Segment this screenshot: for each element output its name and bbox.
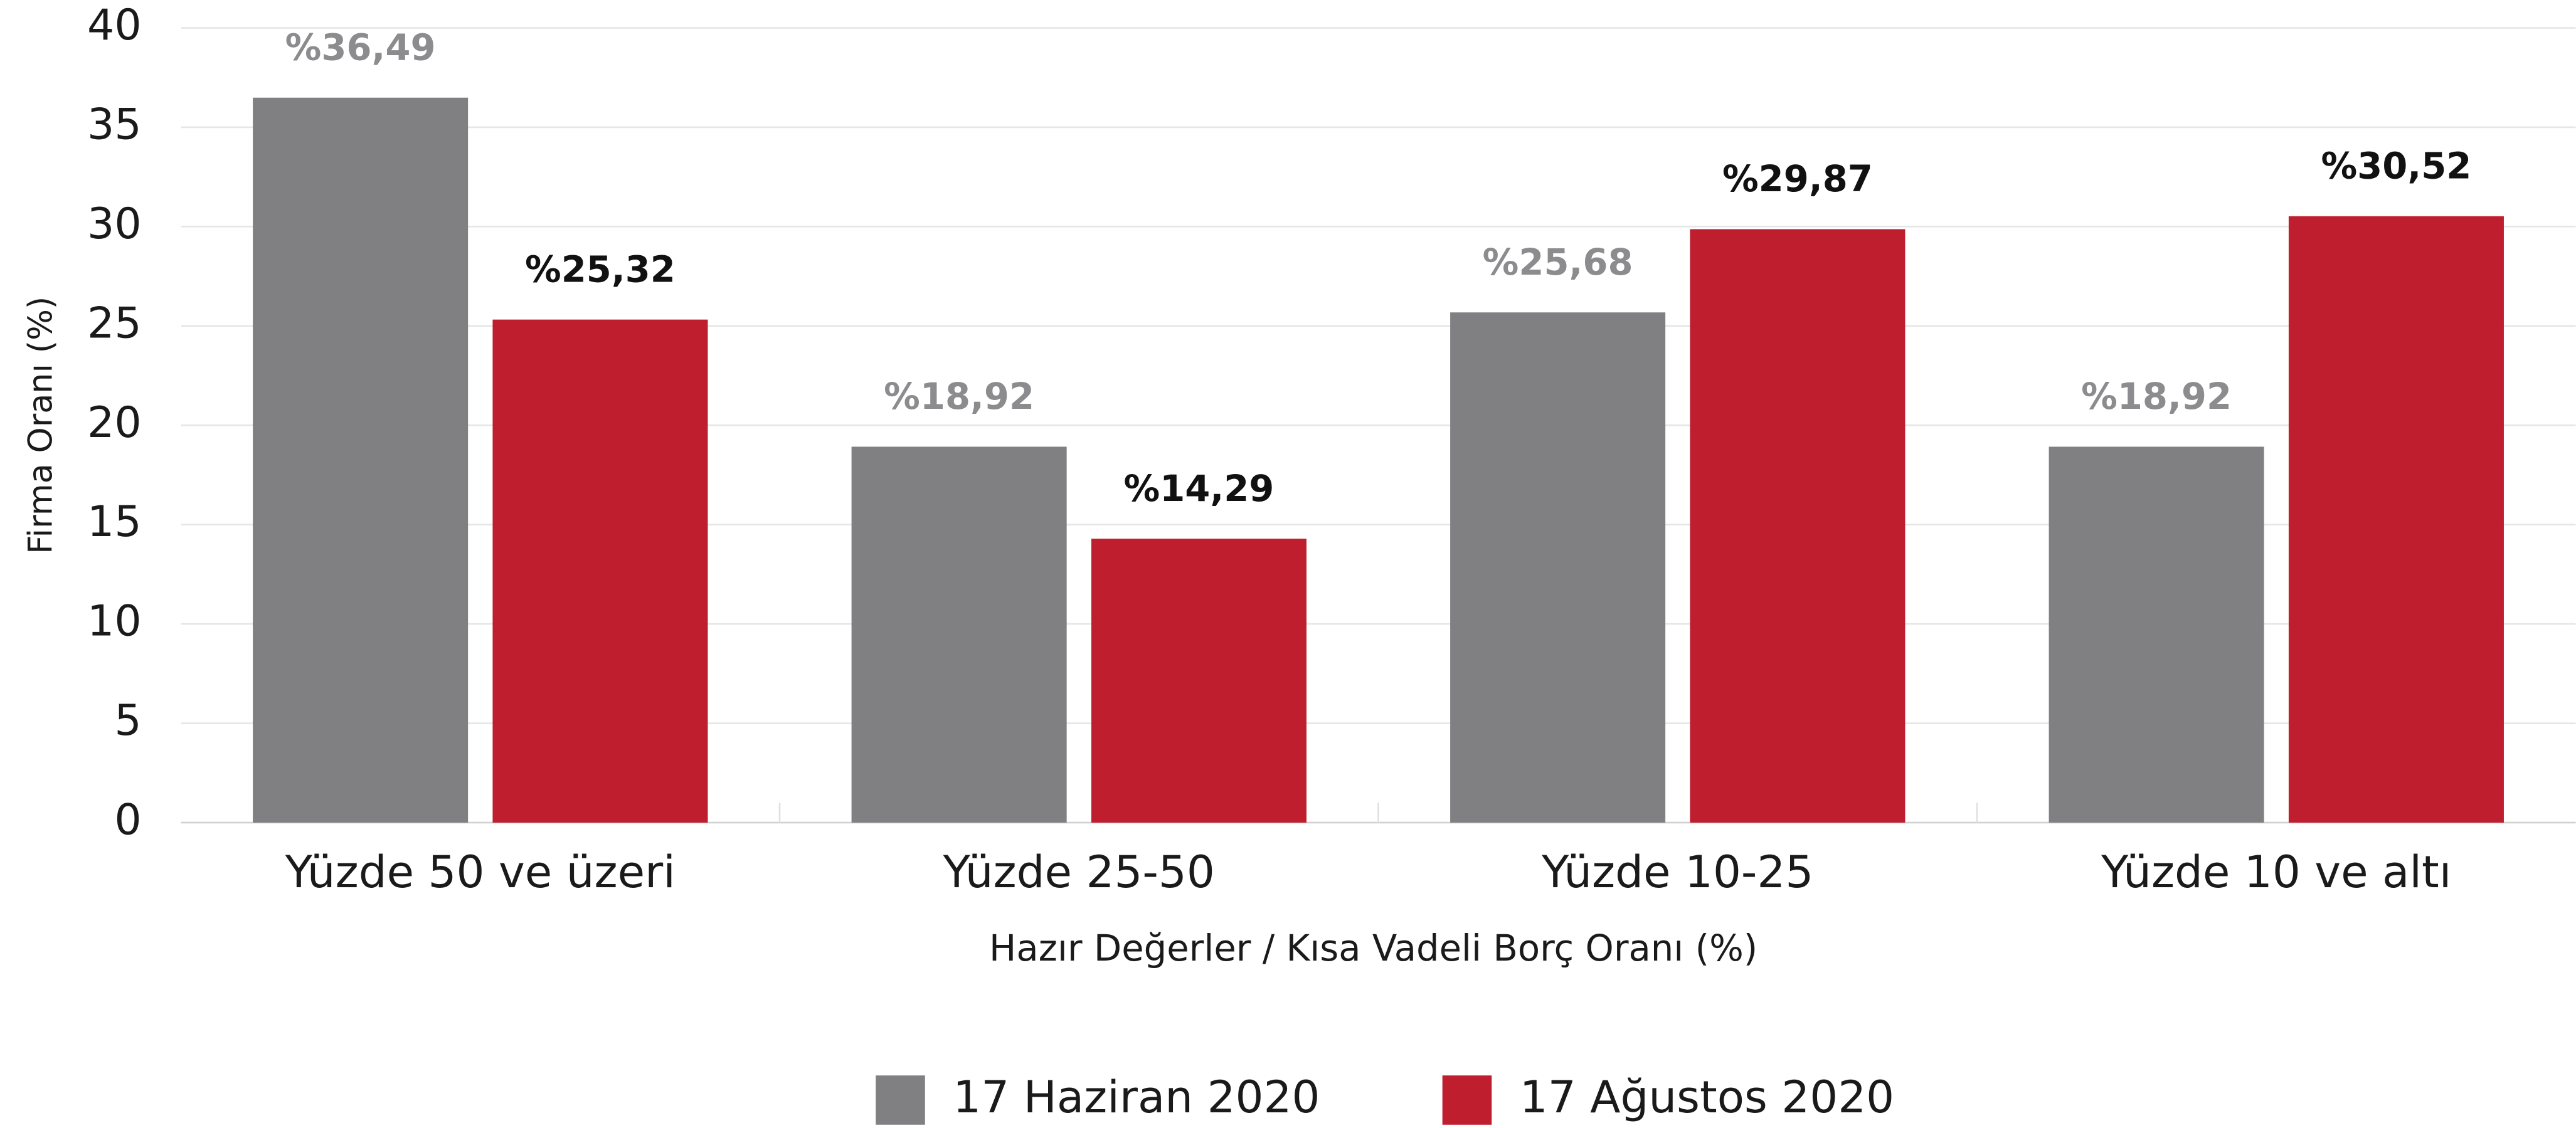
value-label: %18,92 bbox=[2081, 376, 2232, 418]
legend-swatch bbox=[1442, 1075, 1492, 1125]
value-label: %14,29 bbox=[1123, 468, 1274, 510]
y-tick-label: 35 bbox=[87, 100, 142, 149]
legend-swatch bbox=[876, 1075, 925, 1125]
value-label: %29,87 bbox=[1722, 158, 1873, 200]
bar bbox=[2288, 216, 2504, 823]
bar bbox=[1690, 229, 1905, 823]
legend-label: 17 Ağustos 2020 bbox=[1520, 1071, 1894, 1123]
y-tick-label: 15 bbox=[87, 497, 142, 547]
bar bbox=[2049, 446, 2264, 823]
y-tick-label: 20 bbox=[87, 398, 142, 448]
bar bbox=[1091, 539, 1307, 823]
x-tick-label: Yüzde 50 ve üzeri bbox=[285, 846, 676, 898]
y-tick-label: 0 bbox=[114, 795, 141, 845]
x-tick-label: Yüzde 10-25 bbox=[1541, 846, 1813, 898]
bar bbox=[851, 446, 1067, 823]
x-tick-label: Yüzde 25-50 bbox=[943, 846, 1215, 898]
bar bbox=[492, 319, 708, 823]
y-tick-label: 25 bbox=[87, 298, 142, 348]
value-label: %30,52 bbox=[2321, 145, 2471, 187]
y-tick-label: 10 bbox=[87, 597, 142, 646]
legend-label: 17 Haziran 2020 bbox=[953, 1071, 1320, 1123]
bar bbox=[1450, 312, 1666, 823]
y-tick-label: 5 bbox=[114, 696, 141, 746]
bar bbox=[253, 97, 469, 823]
y-tick-label: 30 bbox=[87, 199, 142, 249]
value-label: %25,32 bbox=[525, 248, 676, 290]
value-label: %25,68 bbox=[1483, 241, 1633, 283]
y-tick-label: 40 bbox=[87, 1, 142, 50]
x-tick-label: Yüzde 10 ve altı bbox=[2101, 846, 2451, 898]
y-axis-title: Firma Oranı (%) bbox=[22, 297, 60, 554]
value-label: %18,92 bbox=[884, 376, 1034, 418]
x-axis-title: Hazır Değerler / Kısa Vadeli Borç Oranı … bbox=[989, 927, 1757, 969]
value-label: %36,49 bbox=[285, 26, 436, 68]
